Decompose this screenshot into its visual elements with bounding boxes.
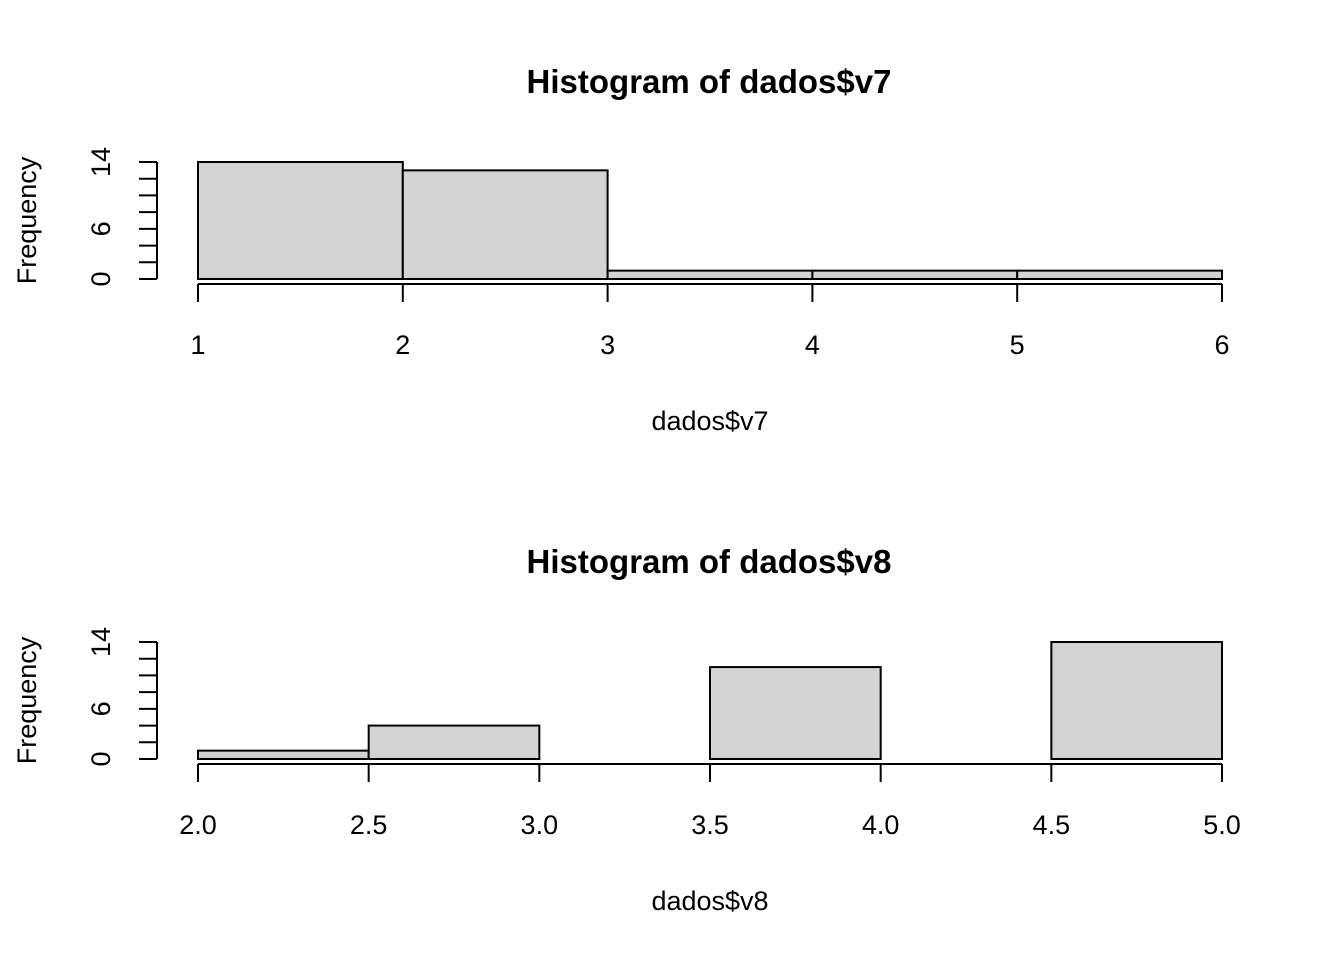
chart-1-x-tick-label-5: 5: [1010, 330, 1025, 360]
chart-2-x-tick-label-7: 5.0: [1203, 810, 1241, 840]
chart-1-x-tick-label-1: 1: [190, 330, 205, 360]
chart-2-bar-2: [367, 724, 541, 760]
chart-1-bar-2: [401, 169, 609, 281]
chart-2-bar-4: [709, 666, 882, 760]
chart-2-y-tick-label-2: 6: [86, 701, 116, 716]
chart-2-title: Histogram of dados$v8: [527, 543, 892, 580]
chart-2-x-axis-title: dados$v8: [651, 886, 768, 916]
chart-1-x-tick-label-3: 3: [600, 330, 615, 360]
chart-1-x-tick-label-2: 2: [395, 330, 410, 360]
chart-2-y-tick-label-3: 14: [86, 627, 116, 657]
chart-2-x-tick-label-5: 4.0: [862, 810, 900, 840]
chart-1-bar-5: [1016, 269, 1224, 280]
chart-1-x-tick-label-6: 6: [1214, 330, 1229, 360]
chart-2-x-tick-label-4: 3.5: [691, 810, 729, 840]
chart-1-bar-1: [197, 161, 404, 280]
chart-1-y-tick-label-2: 6: [86, 221, 116, 236]
chart-2-x-tick-label-1: 2.0: [179, 810, 217, 840]
chart-1-x-axis-title: dados$v7: [651, 406, 768, 436]
chart-2-bar-1: [197, 749, 370, 761]
chart-1-title: Histogram of dados$v7: [527, 63, 892, 100]
chart-2-y-axis-title: Frequency: [12, 636, 42, 764]
chart-2-x-tick-label-3: 3.0: [521, 810, 559, 840]
chart-1-bar-3: [606, 269, 814, 280]
chart-1-bar-4: [811, 269, 1019, 280]
chart-2-x-tick-label-6: 4.5: [1033, 810, 1071, 840]
chart-2-x-tick-label-2: 2.5: [350, 810, 388, 840]
chart-1-y-tick-label-1: 0: [86, 271, 116, 286]
chart-1-y-tick-label-3: 14: [86, 147, 116, 177]
chart-1-y-axis-title: Frequency: [12, 156, 42, 284]
chart-1-x-tick-label-4: 4: [805, 330, 820, 360]
chart-2-bar-6: [1050, 641, 1224, 760]
chart-2-y-tick-label-1: 0: [86, 751, 116, 766]
